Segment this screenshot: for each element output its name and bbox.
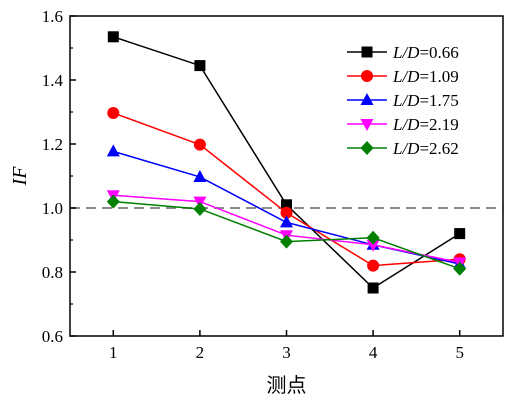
legend-item-1: L/D=0.66 [347,43,459,62]
y-tick-label: 0.6 [42,327,63,346]
data-point [367,259,380,272]
legend-label: L/D=1.09 [392,67,459,86]
series-5 [106,194,467,276]
data-point [366,239,380,252]
y-tick-label: 1.6 [42,7,63,26]
data-point [280,206,293,219]
x-tick-label: 5 [455,343,464,362]
legend-item-3: L/D=1.75 [347,91,459,110]
data-point [107,106,120,119]
y-tick-label: 0.8 [42,263,63,282]
legend-item-4: L/D=2.19 [347,115,459,134]
data-point [106,144,120,157]
y-tick-label: 1.2 [42,135,63,154]
x-axis: 1 2 3 4 5 [109,330,464,362]
data-point [107,31,119,43]
legend-item-2: L/D=1.09 [347,67,459,86]
data-point [280,215,293,228]
y-tick-label: 1.4 [42,71,64,90]
legend-marker [360,119,374,131]
series-layer [106,31,467,294]
data-point [367,282,379,294]
legend-marker [361,46,373,58]
legend-marker [361,70,373,82]
legend-marker [360,93,374,105]
legend-label: L/D=2.19 [392,115,459,134]
legend: L/D=0.66 L/D=1.09 L/D=1.75 L/D=2.19 L/D=2.62 [347,43,459,158]
legend-marker [360,141,374,155]
data-point [366,230,380,245]
y-axis-label: IF [9,166,31,187]
x-tick-label: 1 [109,343,118,362]
legend-item-5: L/D=2.62 [347,139,459,158]
data-point [453,261,467,276]
data-point [106,194,120,209]
data-point [193,201,207,216]
data-point [193,169,207,182]
x-axis-label: 测点 [267,374,307,397]
series-1 [107,31,466,294]
y-tick-label: 1.0 [42,199,63,218]
legend-label: L/D=0.66 [392,43,459,62]
x-tick-label: 2 [196,343,205,362]
plot-frame [69,15,504,337]
data-point [281,199,292,211]
data-point [193,138,206,151]
legend-label: L/D=1.75 [392,91,459,110]
x-tick-label: 3 [282,343,291,362]
data-point [454,228,466,240]
y-axis: 0.6 0.8 1.0 1.2 1.4 1.6 [42,7,76,346]
data-point [194,60,206,72]
data-point [280,234,293,249]
x-tick-label: 4 [369,343,378,362]
legend-label: L/D=2.62 [392,139,459,158]
